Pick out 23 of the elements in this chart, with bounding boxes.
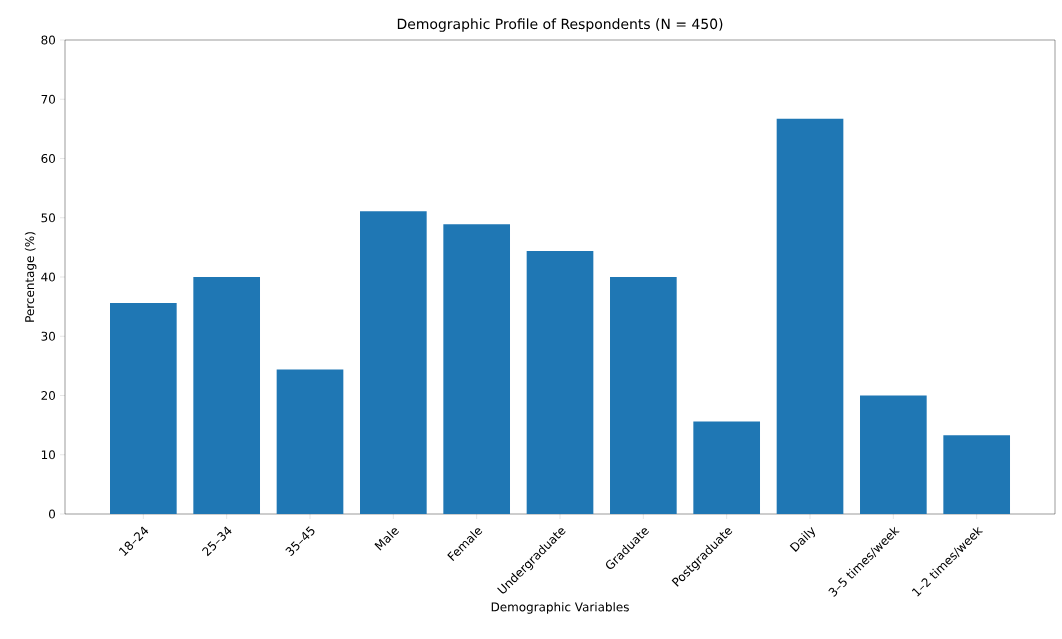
y-tick-label: 0 [48, 509, 56, 519]
bar [276, 369, 344, 514]
bar [526, 250, 594, 514]
bar [943, 435, 1011, 514]
bar [110, 303, 177, 514]
y-tick-label: 10 [41, 450, 56, 460]
y-tick-label: 80 [41, 35, 56, 45]
bar [443, 224, 510, 514]
bar [610, 277, 677, 514]
bar [360, 211, 427, 514]
bar [860, 395, 927, 514]
x-axis-title: Demographic Variables [491, 602, 629, 614]
bar [776, 118, 844, 514]
y-tick-label: 20 [41, 390, 56, 401]
y-tick-label: 60 [41, 153, 56, 164]
y-axis-title: Percentage (%) [24, 232, 37, 322]
y-tick-label: 70 [41, 94, 56, 104]
chart-title: Demographic Profile of Respondents (N = 450) [397, 18, 723, 32]
y-tick-label: 40 [41, 272, 56, 282]
bar [193, 277, 260, 514]
y-tick-label: 30 [41, 331, 56, 341]
bar [693, 421, 761, 514]
y-tick-label: 50 [41, 213, 56, 223]
